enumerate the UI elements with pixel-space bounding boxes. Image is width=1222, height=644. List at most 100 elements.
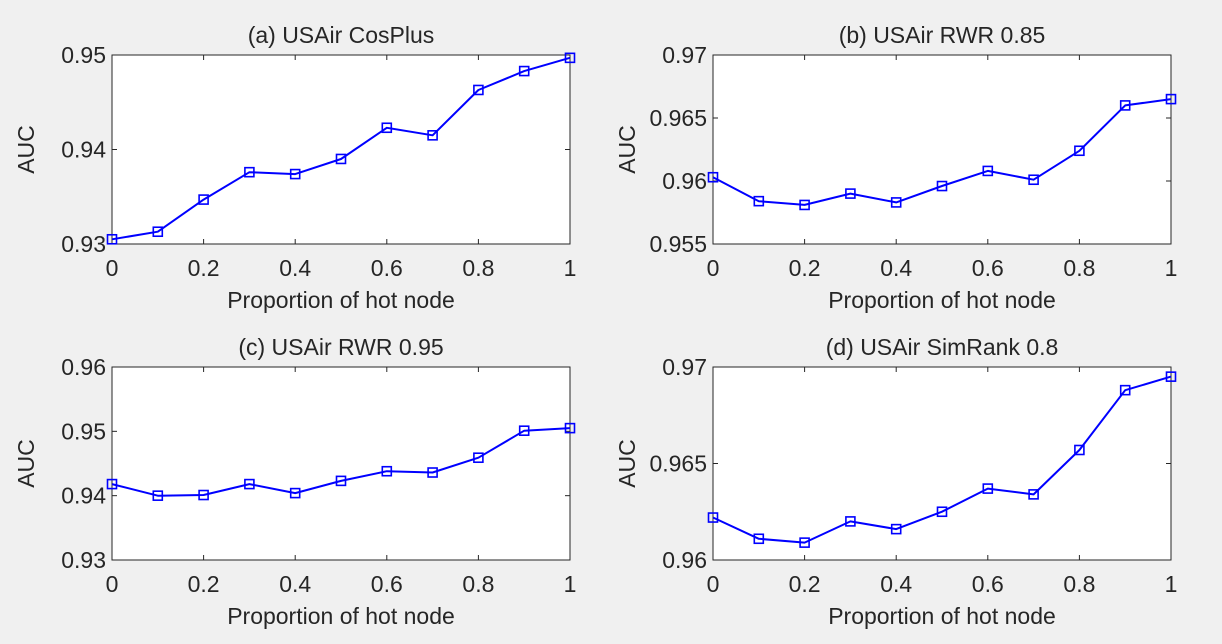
data-point-marker	[799, 199, 810, 211]
x-tick-label: 1	[1165, 571, 1178, 597]
data-point-marker	[890, 523, 902, 535]
x-tick-label: 0.8	[1063, 571, 1095, 597]
y-tick-label: 0.97	[662, 354, 707, 380]
y-tick-label: 0.93	[61, 547, 106, 573]
y-tick-label: 0.94	[61, 137, 106, 163]
x-axis-label: Proportion of hot node	[227, 287, 455, 313]
x-tick-label: 0.2	[789, 571, 821, 597]
data-point-marker	[335, 153, 347, 165]
data-point-marker	[936, 506, 948, 518]
panel-c: (c) USAir RWR 0.95 Proportion of hot node…	[13, 334, 576, 629]
data-point-marker	[982, 165, 994, 177]
y-tick-label: 0.96	[662, 547, 707, 573]
y-axis-label: AUC	[13, 439, 39, 488]
data-point-marker	[473, 84, 484, 96]
x-tick-label: 0.6	[371, 571, 403, 597]
x-tick-label: 0.4	[880, 255, 912, 281]
y-axis-label: AUC	[614, 439, 640, 488]
x-tick-label: 0.2	[789, 255, 821, 281]
data-point-marker	[381, 122, 393, 134]
y-axis-label: AUC	[614, 125, 640, 174]
x-tick-label: 0.4	[880, 571, 912, 597]
x-tick-label: 1	[564, 571, 577, 597]
axes-box	[712, 54, 1172, 245]
panel-a: (a) USAir CosPlus Proportion of hot node A…	[13, 22, 576, 313]
data-point-marker	[152, 490, 164, 501]
y-tick-label: 0.94	[61, 483, 106, 509]
y-tick-label: 0.95	[61, 418, 106, 444]
chart-title: (a) USAir CosPlus	[248, 22, 435, 48]
x-tick-label: 0.8	[462, 571, 494, 597]
data-point-marker	[289, 168, 301, 180]
data-point-marker	[1165, 371, 1177, 382]
data-point-marker	[890, 197, 902, 208]
data-point-marker	[152, 226, 164, 238]
y-tick-label: 0.93	[61, 231, 106, 257]
data-point-marker	[106, 478, 118, 490]
data-point-marker	[753, 533, 765, 545]
x-tick-label: 1	[564, 255, 577, 281]
y-tick-label: 0.965	[649, 105, 707, 131]
chart-title: (c) USAir RWR 0.95	[238, 334, 443, 360]
x-tick-label: 0.6	[371, 255, 403, 281]
data-point-marker	[564, 52, 576, 64]
data-point-marker	[1028, 489, 1039, 500]
x-axis-label: Proportion of hot node	[227, 603, 455, 629]
data-point-marker	[707, 171, 719, 183]
data-point-marker	[1028, 174, 1039, 186]
y-tick-label: 0.96	[61, 354, 106, 380]
y-tick-label: 0.955	[649, 231, 707, 257]
x-tick-label: 0.8	[1063, 255, 1095, 281]
x-tick-label: 0.2	[188, 255, 220, 281]
data-point-marker	[1074, 145, 1085, 157]
data-point-marker	[936, 180, 948, 192]
x-tick-label: 0.2	[188, 571, 220, 597]
data-point-marker	[381, 465, 393, 477]
panel-b: (b) USAir RWR 0.85 Proportion of hot node…	[614, 22, 1177, 313]
series-line	[712, 98, 1172, 206]
x-tick-label: 0	[106, 571, 119, 597]
data-point-marker	[845, 516, 856, 527]
data-point-marker	[244, 166, 255, 178]
axes-box	[712, 366, 1172, 561]
x-axis-label: Proportion of hot node	[828, 603, 1056, 629]
data-point-marker	[707, 512, 719, 523]
axes-box	[111, 366, 571, 561]
data-point-marker	[982, 483, 994, 494]
x-tick-label: 0.4	[279, 255, 311, 281]
data-point-marker	[1074, 444, 1085, 456]
x-tick-label: 0	[106, 255, 119, 281]
data-point-marker	[799, 537, 810, 548]
data-point-marker	[1119, 384, 1131, 396]
data-point-marker	[106, 233, 118, 245]
y-axis-label: AUC	[13, 125, 39, 174]
data-point-marker	[753, 195, 765, 207]
axes-box	[111, 54, 571, 245]
data-point-marker	[198, 194, 209, 205]
data-point-marker	[1119, 100, 1131, 111]
data-point-marker	[564, 422, 576, 434]
data-point-marker	[244, 478, 255, 490]
data-point-marker	[845, 188, 856, 199]
data-point-marker	[335, 475, 347, 487]
data-point-marker	[1165, 93, 1177, 105]
data-point-marker	[518, 65, 530, 77]
x-tick-label: 1	[1165, 255, 1178, 281]
y-tick-label: 0.965	[649, 451, 707, 477]
series-line	[712, 375, 1172, 544]
y-tick-label: 0.96	[662, 168, 707, 194]
panels: (a) USAir CosPlus Proportion of hot node A…	[13, 22, 1177, 629]
x-tick-label: 0.4	[279, 571, 311, 597]
x-tick-label: 0	[707, 571, 720, 597]
data-point-marker	[473, 452, 484, 464]
x-tick-label: 0.6	[972, 255, 1004, 281]
data-point-marker	[198, 489, 209, 501]
y-tick-label: 0.95	[61, 42, 106, 68]
y-tick-label: 0.97	[662, 42, 707, 68]
panel-d: (d) USAir SimRank 0.8 Proportion of hot n…	[614, 334, 1177, 629]
data-point-marker	[289, 487, 301, 499]
x-tick-label: 0.8	[462, 255, 494, 281]
data-point-marker	[427, 130, 438, 141]
data-point-marker	[427, 467, 438, 478]
